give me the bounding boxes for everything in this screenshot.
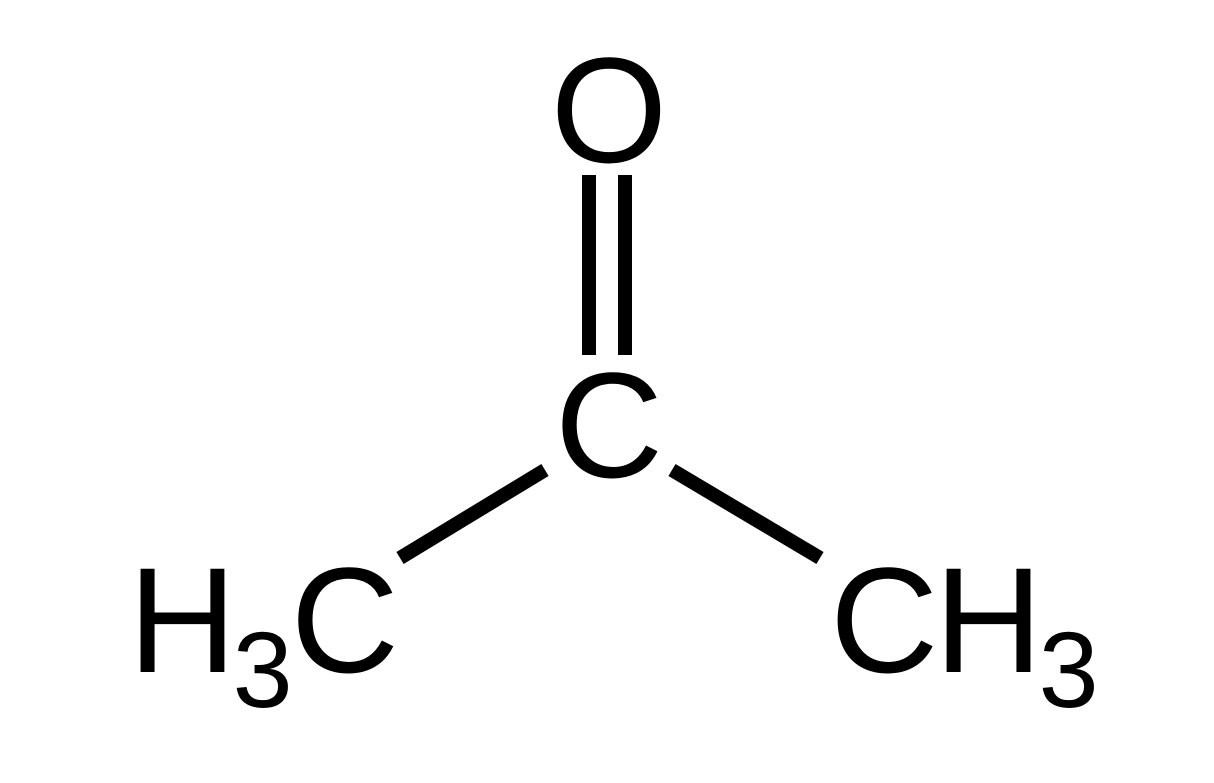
atom-carbon-center: C (555, 350, 659, 500)
atom-oxygen: O (551, 35, 664, 185)
atom-methyl-right: CH3 (830, 545, 1097, 695)
molecule-diagram: O C H3C CH3 (0, 0, 1214, 783)
atom-methyl-left: H3C (128, 545, 395, 695)
